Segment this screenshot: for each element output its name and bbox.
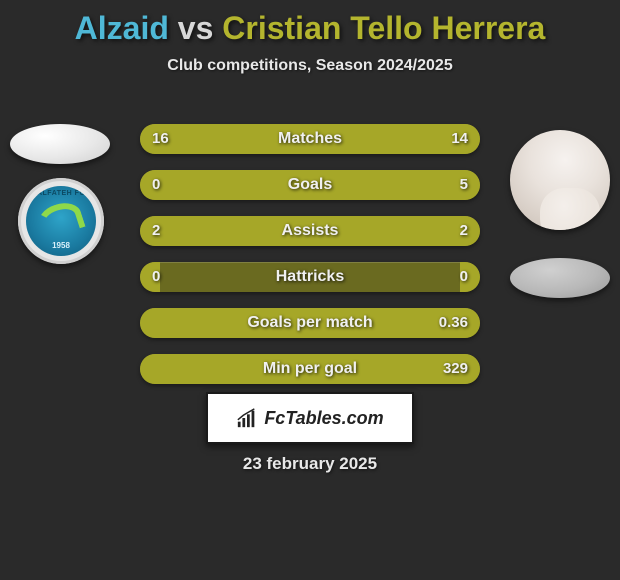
player1-avatar-placeholder [10, 124, 110, 164]
stat-row: 0.36Goals per match [140, 308, 480, 338]
stat-value-left: 2 [152, 216, 160, 246]
club-badge-name: ALFATEH FC [26, 190, 96, 197]
source-logo-text: FcTables.com [264, 408, 383, 429]
vs-text: vs [178, 10, 214, 46]
stat-value-left: 0 [152, 170, 160, 200]
comparison-bars: 1614Matches05Goals22Assists00Hattricks0.… [140, 124, 480, 400]
comparison-title: Alzaid vs Cristian Tello Herrera [0, 0, 620, 47]
player2-avatar [510, 130, 610, 230]
fctables-logo-icon [236, 407, 258, 429]
stat-row: 329Min per goal [140, 354, 480, 384]
stat-label: Assists [140, 216, 480, 246]
stat-row: 0 0Hattricks [140, 262, 480, 292]
club-badge-year: 1958 [26, 241, 96, 250]
stat-label: Matches [140, 124, 480, 154]
stat-value-right: 0 [460, 262, 468, 292]
club-badge-swoosh-icon [34, 198, 85, 240]
stat-value-right: 5 [460, 170, 468, 200]
stat-value-right: 329 [443, 354, 468, 384]
club-badge-graphic: ALFATEH FC 1958 [26, 186, 96, 256]
player1-club-badge: ALFATEH FC 1958 [18, 178, 104, 264]
stat-value-right: 2 [460, 216, 468, 246]
stat-value-left: 0 [152, 262, 160, 292]
stat-label: Goals [140, 170, 480, 200]
snapshot-date: 23 february 2025 [0, 454, 620, 474]
stat-label: Goals per match [140, 308, 480, 338]
stat-row: 0 5Goals [140, 170, 480, 200]
subtitle: Club competitions, Season 2024/2025 [0, 57, 620, 75]
stat-label: Hattricks [140, 262, 480, 292]
player2-name: Cristian Tello Herrera [222, 10, 545, 46]
stat-value-right: 0.36 [439, 308, 468, 338]
player2-club-placeholder [510, 258, 610, 298]
stat-value-left: 16 [152, 124, 169, 154]
player1-name: Alzaid [75, 10, 169, 46]
stat-row: 2 2Assists [140, 216, 480, 246]
stat-label: Min per goal [140, 354, 480, 384]
stat-row: 16 14Matches [140, 124, 480, 154]
stat-value-right: 14 [451, 124, 468, 154]
source-logo-box: FcTables.com [206, 392, 414, 444]
